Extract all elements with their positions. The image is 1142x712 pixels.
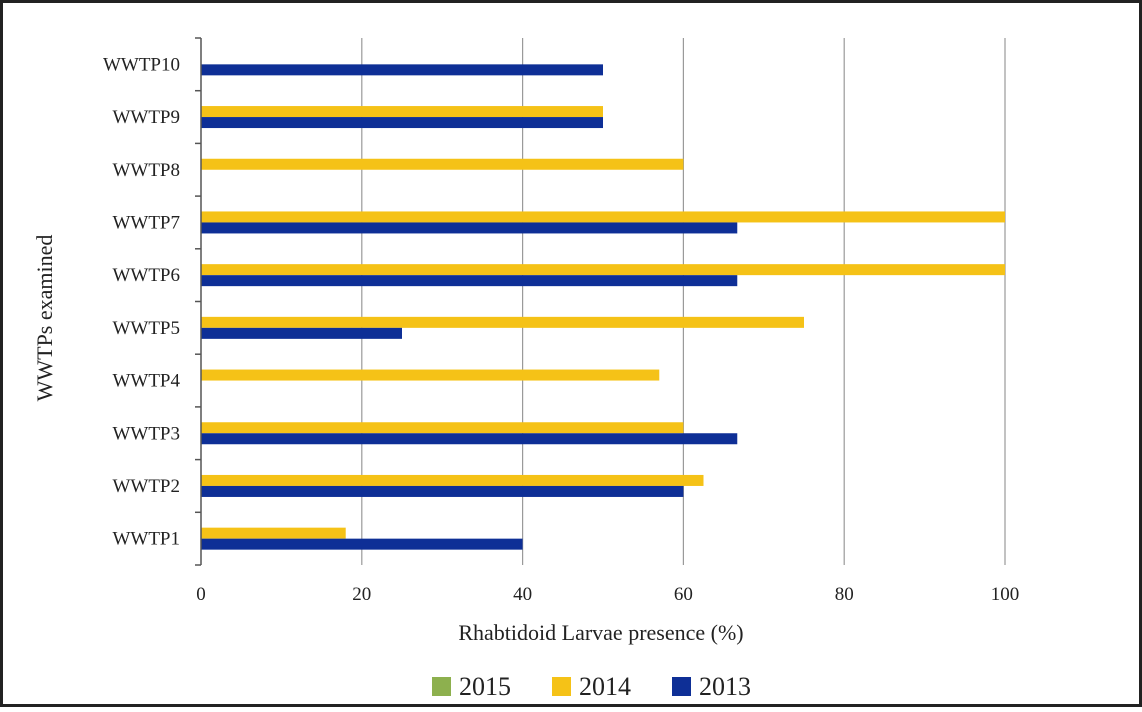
x-tick-label: 20	[352, 584, 371, 605]
x-tick-label: 80	[835, 584, 854, 605]
bar-2014	[201, 264, 1005, 276]
category-label: WWTP6	[112, 265, 180, 286]
bar-2013	[201, 117, 603, 129]
category-labels: WWTP1 WWTP2 WWTP3 WWTP4 WWTP5 WWTP6 WWTP7 WWTP8…	[103, 54, 181, 549]
x-axis-label: Rhabtidoid Larvae presence (%)	[458, 620, 743, 645]
bar-2013	[201, 64, 603, 76]
legend-swatch-2015	[432, 677, 451, 696]
category-label: WWTP3	[112, 423, 180, 444]
x-tick-label: 0	[196, 584, 206, 605]
legend-swatch-2014	[552, 677, 571, 696]
category-label: WWTP5	[112, 318, 180, 339]
bar-2014	[201, 527, 346, 539]
x-tick-label: 40	[513, 584, 532, 605]
bar-2013	[201, 222, 738, 234]
legend-label: 2015	[459, 672, 511, 701]
bar-2013	[201, 327, 402, 339]
bars	[201, 64, 1005, 550]
bar-2014	[201, 474, 704, 486]
category-label: WWTP10	[103, 54, 180, 75]
bar-2013	[201, 275, 738, 287]
legend-swatch-2013	[672, 677, 691, 696]
bar-2014	[201, 158, 684, 170]
category-label: WWTP7	[112, 212, 180, 233]
bar-2014	[201, 316, 804, 328]
bar-2014	[201, 369, 660, 381]
bar-2014	[201, 106, 603, 118]
x-tick-label: 100	[991, 584, 1020, 605]
category-label: WWTP8	[112, 160, 180, 181]
category-label: WWTP9	[112, 107, 180, 128]
x-tick-labels: 0 20 40 60 80 100	[196, 584, 1019, 605]
legend-label: 2013	[699, 672, 751, 701]
legend-label: 2014	[579, 672, 631, 701]
bar-2013	[201, 485, 684, 497]
category-label: WWTP2	[112, 476, 180, 497]
category-label: WWTP1	[112, 529, 180, 550]
category-label: WWTP4	[112, 371, 180, 392]
bar-2013	[201, 433, 738, 445]
bar-2014	[201, 211, 1005, 223]
y-tick-marks	[195, 37, 201, 566]
x-tick-label: 60	[674, 584, 693, 605]
bar-2014	[201, 422, 684, 434]
bar-2013	[201, 538, 523, 550]
y-axis-label: WWTPs examined	[32, 235, 57, 402]
legend: 2015 2014 2013	[432, 672, 751, 701]
